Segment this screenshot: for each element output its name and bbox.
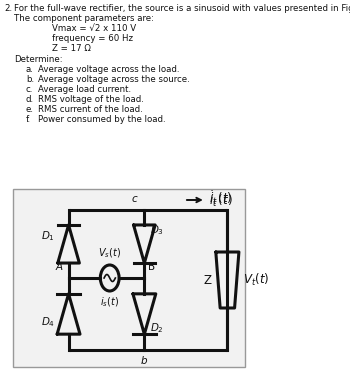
Text: Z: Z (203, 273, 211, 286)
Text: e.: e. (26, 105, 34, 114)
Text: Determine:: Determine: (14, 55, 63, 64)
Text: $D_1$: $D_1$ (41, 229, 55, 243)
Text: $\.{i}_t\,(t)$: $\.{i}_t\,(t)$ (209, 189, 232, 209)
Text: $i_s(t)$: $i_s(t)$ (100, 295, 119, 309)
Text: b.: b. (26, 75, 34, 84)
Text: a.: a. (26, 65, 34, 74)
Text: $D_2$: $D_2$ (150, 321, 164, 335)
Text: $D_4$: $D_4$ (41, 315, 55, 329)
Text: frequency = 60 Hz: frequency = 60 Hz (52, 34, 133, 43)
Bar (13, 189, 245, 367)
Text: RMS current of the load.: RMS current of the load. (37, 105, 142, 114)
Text: $V_s(t)$: $V_s(t)$ (98, 246, 121, 260)
Text: Average load current.: Average load current. (37, 85, 131, 94)
Text: A: A (56, 262, 63, 272)
Text: Average voltage across the source.: Average voltage across the source. (37, 75, 189, 84)
Text: B: B (148, 262, 155, 272)
Text: c.: c. (26, 85, 33, 94)
Text: f.: f. (26, 115, 31, 124)
Text: b: b (141, 356, 148, 366)
Text: The component parameters are:: The component parameters are: (14, 14, 154, 23)
Text: $D_3$: $D_3$ (150, 223, 164, 237)
Text: $V_t(t)$: $V_t(t)$ (243, 272, 269, 288)
Text: Z = 17 Ω: Z = 17 Ω (52, 44, 91, 53)
Text: Vmax = √2 x 110 V: Vmax = √2 x 110 V (52, 24, 136, 33)
Text: c: c (131, 194, 137, 204)
Text: RMS voltage of the load.: RMS voltage of the load. (37, 95, 144, 104)
Text: 2.: 2. (4, 4, 13, 13)
Text: Power consumed by the load.: Power consumed by the load. (37, 115, 165, 124)
Text: Average voltage across the load.: Average voltage across the load. (37, 65, 179, 74)
Text: For the full-wave rectifier, the source is a sinusoid with values presented in F: For the full-wave rectifier, the source … (14, 4, 350, 13)
Text: $i_t\,(t)$: $i_t\,(t)$ (209, 191, 232, 207)
Text: d.: d. (26, 95, 34, 104)
